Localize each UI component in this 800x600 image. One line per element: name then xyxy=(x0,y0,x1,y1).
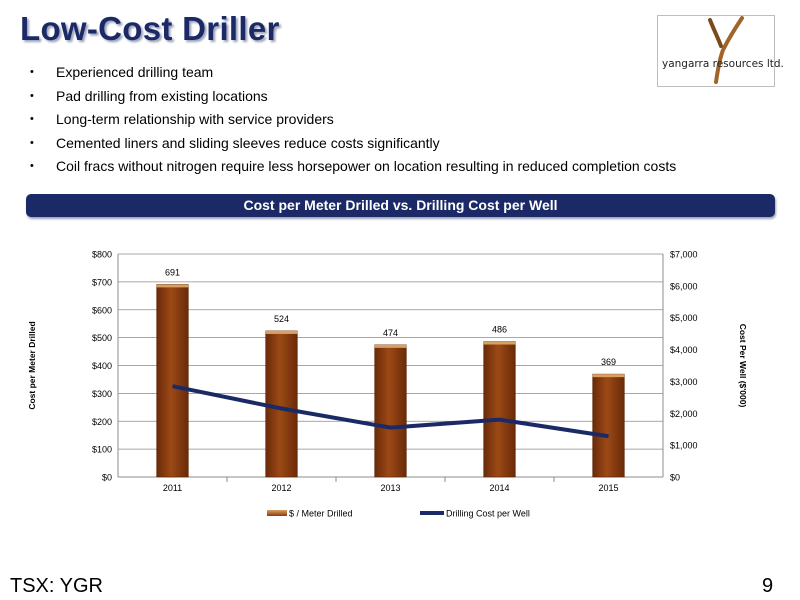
bar-top-highlight xyxy=(374,344,407,348)
x-tick-label: 2013 xyxy=(380,483,400,493)
bullet-text: Cemented liners and sliding sleeves redu… xyxy=(56,134,440,151)
y2-tick-label: $7,000 xyxy=(670,250,698,260)
y-tick-label: $500 xyxy=(92,333,112,343)
y-tick-label: $700 xyxy=(92,277,112,287)
logo-text: yangarra resources ltd. xyxy=(662,58,784,70)
bar-top-highlight xyxy=(265,330,298,334)
bar-top-highlight xyxy=(156,284,189,288)
y-axis-title: Cost per Meter Drilled xyxy=(27,321,37,409)
y2-tick-label: $6,000 xyxy=(670,281,698,291)
x-tick-label: 2014 xyxy=(489,483,509,493)
y2-tick-label: $1,000 xyxy=(670,441,698,451)
x-tick-label: 2011 xyxy=(163,483,182,493)
bar-top-highlight xyxy=(483,341,516,345)
y-tick-label: $800 xyxy=(92,250,112,260)
y-tick-label: $400 xyxy=(92,361,112,371)
bullet-item: • Coil fracs without nitrogen require les… xyxy=(30,157,676,181)
bullet-item: • Cemented liners and sliding sleeves red… xyxy=(30,134,676,158)
bullet-text: Experienced drilling team xyxy=(56,64,214,80)
y-tick-label: $600 xyxy=(92,305,112,315)
y-tick-label: $200 xyxy=(92,417,112,427)
bar-data-label: 691 xyxy=(165,267,180,277)
footer-ticker: TSX: YGR xyxy=(10,575,103,597)
y-tick-label: $100 xyxy=(92,445,112,455)
bullet-glyph: • xyxy=(30,89,34,102)
x-tick-label: 2015 xyxy=(598,483,618,493)
bullet-glyph: • xyxy=(30,66,34,78)
chart-banner: Cost per Meter Drilled vs. Drilling Cost… xyxy=(26,194,775,217)
x-tick-label: 2012 xyxy=(271,483,291,493)
company-logo: yangarra resources ltd. xyxy=(657,15,784,87)
bar-data-label: 369 xyxy=(601,357,616,367)
legend-swatch-bar xyxy=(267,510,287,516)
bullet-text: Pad drilling from existing locations xyxy=(56,87,268,104)
bar xyxy=(483,341,516,478)
y2-axis-title: Cost Per Well ($'000) xyxy=(738,324,748,408)
legend-label-line: Drilling Cost per Well xyxy=(446,509,530,519)
bar xyxy=(156,284,189,478)
y2-tick-label: $2,000 xyxy=(670,409,698,419)
y-tick-label: $0 xyxy=(102,473,112,483)
bullet-glyph: • xyxy=(30,160,34,172)
y2-tick-label: $4,000 xyxy=(670,345,698,355)
combo-chart: $0 $100 $200 $300 $400 $500 $600 $700 $800 $0 $1,0… xyxy=(27,250,748,519)
y2-tick-label: $3,000 xyxy=(670,377,698,387)
bar xyxy=(374,344,407,478)
page-title: Low-Cost Driller xyxy=(20,10,280,47)
y2-tick-label: $5,000 xyxy=(670,313,698,323)
bullet-item: • Experienced drilling team xyxy=(30,63,676,87)
bar-data-label: 474 xyxy=(383,328,398,338)
bullet-glyph: • xyxy=(30,136,34,149)
bullet-text: Long-term relationship with service prov… xyxy=(56,111,334,127)
logo-y-mark xyxy=(708,16,744,84)
bullet-text: Coil fracs without nitrogen require less… xyxy=(56,158,677,174)
page-number: 9 xyxy=(762,575,774,597)
bar-data-label: 524 xyxy=(274,314,289,324)
legend-label-bar: $ / Meter Drilled xyxy=(289,509,353,519)
y-tick-label: $300 xyxy=(92,389,112,399)
bullet-item: • Long-term relationship with service pro… xyxy=(30,110,676,134)
line-series-drilling-cost xyxy=(172,384,609,439)
bullet-item: • Pad drilling from existing locations xyxy=(30,87,676,111)
y2-tick-label: $0 xyxy=(670,473,680,483)
bar xyxy=(265,330,298,478)
bar xyxy=(592,373,625,478)
bar-data-label: 486 xyxy=(492,325,507,335)
bullet-list: • Experienced drilling team • Pad drilling… xyxy=(30,63,676,181)
bar-top-highlight xyxy=(592,374,625,378)
bullet-glyph: • xyxy=(30,113,34,125)
